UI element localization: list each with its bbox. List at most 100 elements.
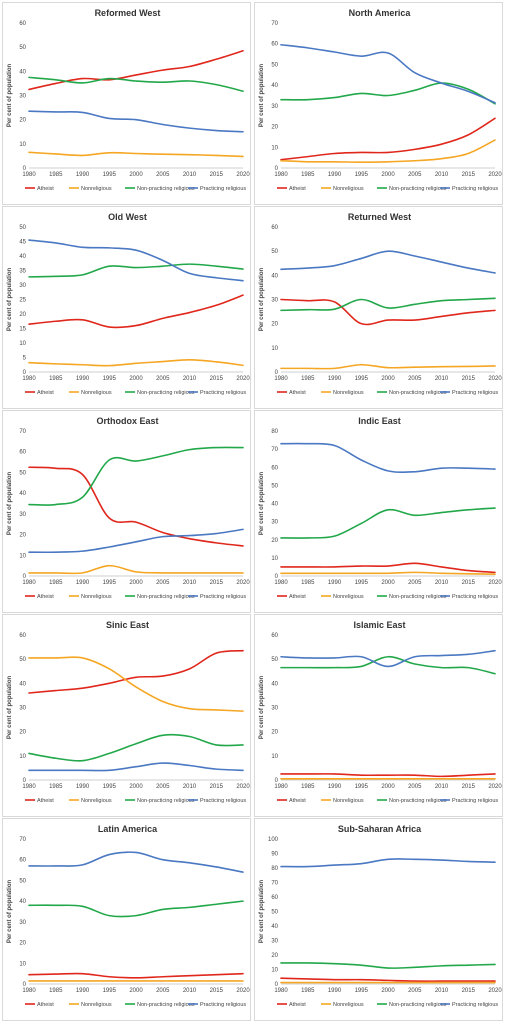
y-tick-label: 40 [271,681,278,687]
chart-svg: Islamic East Per cent of population 0 10 20 3… [259,620,502,804]
y-tick-label: 80 [271,429,278,435]
x-tick-label: 2020 [236,988,250,994]
y-tick-label: 100 [268,837,279,843]
x-tick-label: 2010 [183,580,197,586]
series-line-atheist [280,562,496,574]
y-tick-label: 30 [271,104,278,110]
y-tick-label: 60 [271,633,278,639]
series-line-practicing-religious [28,528,244,554]
x-tick-label: 2005 [408,580,422,586]
y-tick-label: 20 [19,730,26,736]
y-tick-label: 30 [271,298,278,304]
y-tick-label: 20 [271,730,278,736]
y-tick-label: 0 [275,370,279,376]
chart-title: Latin America [98,824,158,834]
y-axis-label: Per cent of population [259,64,265,128]
y-tick-label: 60 [271,895,278,901]
y-tick-label: 80 [271,866,278,872]
series-line-non-practicing-religious [28,446,244,506]
y-tick-label: 40 [19,491,26,497]
series-line-nonreligious [28,359,244,367]
chart-title: Orthodox East [96,416,158,426]
x-tick-label: 1980 [22,376,36,382]
chart-title: Reformed West [95,8,161,18]
chart-panel-indic-east: Indic East Per cent of population 0 10 20 30 4… [254,410,503,613]
y-tick-label: 10 [19,142,26,148]
x-tick-label: 1990 [76,784,90,790]
chart-title: Returned West [348,212,411,222]
legend-label: Non-practicing religious [137,390,195,396]
y-tick-label: 30 [19,512,26,518]
series-line-nonreligious [28,151,244,158]
legend-label: Practicing religious [200,186,246,192]
x-tick-label: 1990 [76,376,90,382]
y-tick-label: 40 [271,502,278,508]
y-tick-label: 50 [271,657,278,663]
chart-title: Sub-Saharan Africa [338,824,422,834]
chart-panel-orthodox-east: Orthodox East Per cent of population 0 10 20… [2,410,251,613]
chart-title: Islamic East [353,620,405,630]
x-tick-label: 2015 [210,784,224,790]
legend-label: Atheist [289,1002,306,1008]
chart-title: Indic East [358,416,401,426]
chart-svg: Latin America Per cent of population 0 10 20… [7,824,250,1008]
series-line-non-practicing-religious [280,655,496,675]
y-tick-label: 30 [19,283,26,289]
x-tick-label: 2005 [408,376,422,382]
y-tick-label: 50 [19,45,26,51]
y-tick-label: 20 [271,538,278,544]
y-tick-label: 60 [271,465,278,471]
chart-panel-reformed-west: Reformed West Per cent of population 0 10 20… [2,2,251,205]
y-tick-label: 25 [19,298,26,304]
series-line-practicing-religious [280,250,496,274]
x-tick-label: 2010 [435,376,449,382]
series-line-nonreligious [280,363,496,370]
legend-label: Nonreligious [333,390,364,396]
x-tick-label: 2010 [435,784,449,790]
x-tick-label: 2000 [129,988,143,994]
chart-svg: Orthodox East Per cent of population 0 10 20… [7,416,250,600]
x-tick-label: 2005 [408,172,422,178]
x-tick-label: 1985 [301,172,315,178]
y-tick-label: 50 [19,225,26,231]
y-tick-label: 10 [271,346,278,352]
y-tick-label: 0 [23,982,27,988]
chart-svg: Old West Per cent of population 0 5 10 15 20 25… [7,212,250,396]
x-tick-label: 1985 [49,172,63,178]
legend-label: Nonreligious [81,186,112,192]
y-tick-label: 0 [23,370,27,376]
series-line-atheist [280,117,496,161]
legend-label: Non-practicing religious [137,186,195,192]
legend-label: Atheist [37,798,54,804]
x-tick-label: 1995 [355,988,369,994]
x-tick-label: 1995 [103,376,117,382]
legend-label: Nonreligious [333,594,364,600]
x-tick-label: 1990 [328,376,342,382]
x-tick-label: 2000 [381,172,395,178]
x-tick-label: 2020 [488,172,502,178]
x-tick-label: 1985 [301,784,315,790]
legend-label: Nonreligious [81,594,112,600]
y-tick-label: 15 [19,327,26,333]
y-tick-label: 40 [19,254,26,260]
y-tick-label: 40 [19,899,26,905]
x-tick-label: 1990 [328,580,342,586]
legend-label: Non-practicing religious [137,1002,195,1008]
x-tick-label: 2000 [129,580,143,586]
x-tick-label: 2005 [156,172,170,178]
x-tick-label: 2010 [435,172,449,178]
legend-label: Nonreligious [81,798,112,804]
legend-label: Practicing religious [452,390,498,396]
x-tick-label: 2000 [129,376,143,382]
chart-svg: Reformed West Per cent of population 0 10 20… [7,8,250,192]
legend-label: Non-practicing religious [389,1002,447,1008]
legend-label: Atheist [289,594,306,600]
legend-label: Atheist [37,1002,54,1008]
x-tick-label: 2020 [236,172,250,178]
series-line-non-practicing-religious [280,507,496,539]
legend-label: Practicing religious [200,1002,246,1008]
x-tick-label: 1990 [76,580,90,586]
y-tick-label: 30 [19,920,26,926]
y-axis-label: Per cent of population [7,676,13,740]
series-line-nonreligious [28,656,244,712]
